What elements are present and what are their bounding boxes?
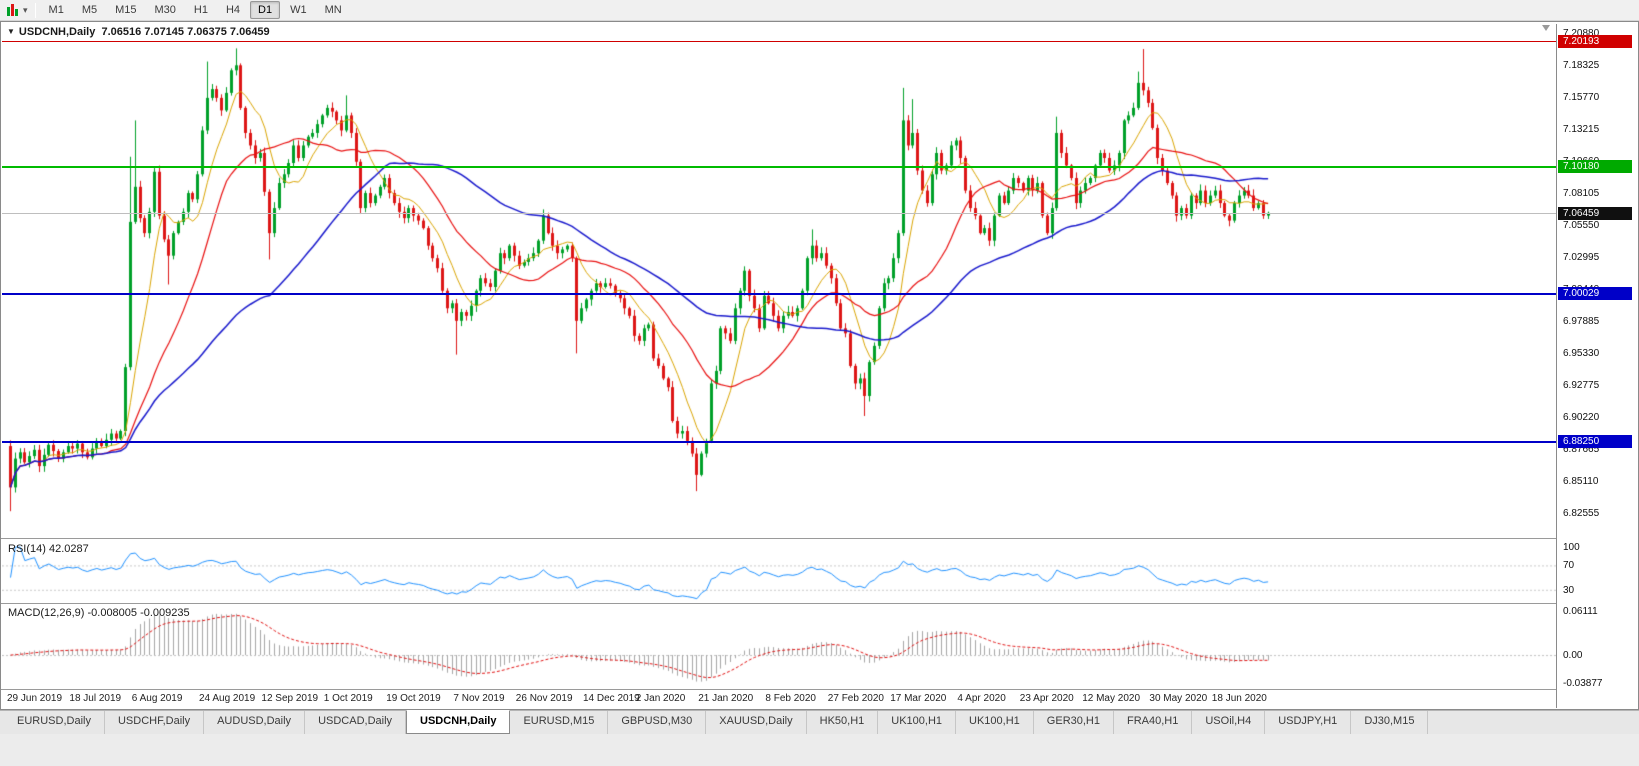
- macd-scale-label: -0.03877: [1563, 678, 1603, 689]
- rsi-scale-label: 30: [1563, 584, 1575, 596]
- chart-tab-uk100-h1[interactable]: UK100,H1: [956, 711, 1034, 734]
- chart-tab-fra40-h1[interactable]: FRA40,H1: [1114, 711, 1193, 734]
- chart-tab-usdcad-daily[interactable]: USDCAD,Daily: [305, 711, 407, 734]
- new-chart-icon[interactable]: [4, 3, 22, 18]
- price-scale-label: 7.02995: [1563, 252, 1600, 263]
- chart-tab-usdchf-daily[interactable]: USDCHF,Daily: [105, 711, 205, 734]
- chart-dropdown-icon[interactable]: ▾: [23, 4, 28, 15]
- chart-tab-ger30-h1[interactable]: GER30,H1: [1034, 711, 1114, 734]
- rsi-scale-label: 100: [1563, 542, 1580, 554]
- price-scale-label: 6.90220: [1563, 412, 1600, 423]
- price-scale[interactable]: 7.208807.183257.157707.132157.106607.081…: [1556, 24, 1638, 708]
- rsi-label: RSI(14): [8, 543, 46, 555]
- chart-title: ▼ USDCNH,Daily 7.06516 7.07145 7.06375 7.…: [7, 26, 270, 38]
- date-label: 19 Oct 2019: [386, 693, 441, 704]
- date-label: 18 Jul 2019: [69, 693, 122, 704]
- price-badge-7.00029: 7.00029: [1558, 287, 1632, 301]
- panel-separator: [1, 689, 1638, 690]
- date-label: 27 Feb 2020: [827, 693, 884, 704]
- chart-tab-hk50-h1[interactable]: HK50,H1: [807, 711, 879, 734]
- chart-tab-xauusd-daily[interactable]: XAUUSD,Daily: [706, 711, 807, 734]
- rsi-value: 42.0287: [48, 543, 89, 555]
- chart-tab-usoil-h4[interactable]: USOil,H4: [1192, 711, 1266, 734]
- panel-separator[interactable]: [1, 603, 1638, 604]
- chart-title-dropdown-icon[interactable]: ▼: [7, 27, 15, 36]
- chart-tab-uk100-h1[interactable]: UK100,H1: [878, 711, 957, 734]
- date-label: 29 Jun 2019: [7, 693, 63, 704]
- date-label: 23 Apr 2020: [1019, 693, 1074, 704]
- date-label: 18 Jun 2020: [1211, 693, 1267, 704]
- chart-shift-marker-icon[interactable]: [1542, 25, 1550, 31]
- chart-symbol-period: USDCNH,Daily: [18, 26, 96, 38]
- timeframe-button-M15[interactable]: M15: [115, 4, 137, 16]
- toolbar: ▾ M1 M5 M15 M30 H1 H4 D1 W1 MN: [0, 0, 1639, 21]
- timeframe-button-H1[interactable]: H1: [193, 4, 208, 16]
- chart-tab-dj30-m15[interactable]: DJ30,M15: [1351, 711, 1429, 734]
- chart-tab-audusd-daily[interactable]: AUDUSD,Daily: [204, 711, 306, 734]
- date-label: 17 Mar 2020: [890, 693, 947, 704]
- toolbar-separator: [34, 2, 36, 18]
- timeframe-button-H4[interactable]: H4: [225, 4, 241, 16]
- chart-icon-bar: [15, 8, 18, 16]
- timeframe-button-M1[interactable]: M1: [48, 4, 64, 16]
- date-label: 26 Nov 2019: [515, 693, 573, 704]
- price-scale-label: 7.15770: [1563, 92, 1600, 103]
- price-scale-label: 6.82555: [1563, 508, 1600, 519]
- macd-scale-label: 0.00: [1563, 650, 1583, 662]
- timeframe-button-W1[interactable]: W1: [290, 4, 307, 16]
- price-scale-label: 7.13215: [1563, 124, 1600, 135]
- price-badge-7.10180: 7.10180: [1558, 160, 1632, 173]
- time-axis[interactable]: 29 Jun 2019 18 Jul 2019 6 Aug 2019 24 Aug 2…: [2, 691, 1556, 707]
- rsi-scale-label: 70: [1563, 560, 1575, 572]
- main-chart-canvas[interactable]: [2, 24, 1556, 538]
- date-label: 1 Oct 2019: [323, 693, 373, 704]
- price-scale-label: 6.92775: [1563, 380, 1600, 391]
- price-badge-7.06459: 7.06459: [1558, 206, 1632, 220]
- macd-values: -0.008005 -0.009235: [87, 607, 190, 619]
- price-scale-label: 7.20880: [1563, 28, 1600, 39]
- timeframe-button-D1[interactable]: D1: [250, 1, 281, 19]
- price-badge-6.88250: 6.88250: [1558, 434, 1632, 448]
- macd-scale-label: 0.06111: [1563, 606, 1598, 617]
- chart-tab-usdcnh-daily[interactable]: USDCNH,Daily: [406, 710, 511, 734]
- price-badge-7.20193: 7.20193: [1558, 34, 1632, 48]
- price-scale-label: 7.18325: [1563, 60, 1600, 71]
- date-label: 7 Nov 2019: [453, 693, 505, 704]
- timeframe-button-MN[interactable]: MN: [324, 4, 342, 16]
- date-label: 24 Aug 2019: [199, 693, 256, 704]
- chart-icon-bar: [11, 3, 14, 16]
- macd-label: MACD(12,26,9): [8, 607, 85, 619]
- date-label: 2 Jan 2020: [635, 693, 686, 704]
- timeframe-group: M1 M5 M15 M30 H1 H4 D1 W1 MN: [40, 1, 351, 19]
- price-scale-label: 6.95330: [1563, 348, 1600, 359]
- chart-tab-eurusd-m15[interactable]: EURUSD,M15: [510, 711, 609, 734]
- macd-indicator-canvas[interactable]: [2, 605, 1556, 689]
- rsi-indicator-canvas[interactable]: [2, 541, 1556, 602]
- date-label: 4 Apr 2020: [957, 693, 1006, 704]
- chart-tab-eurusd-daily[interactable]: EURUSD,Daily: [4, 711, 105, 734]
- macd-title: MACD(12,26,9) -0.008005 -0.009235: [8, 607, 190, 619]
- chart-tab-gbpusd-m30[interactable]: GBPUSD,M30: [608, 711, 707, 734]
- tab-bar: EURUSD,Daily USDCHF,Daily AUDUSD,Daily USDC…: [0, 710, 1639, 734]
- date-label: 12 May 2020: [1082, 693, 1141, 704]
- timeframe-button-M30[interactable]: M30: [154, 4, 176, 16]
- price-scale-label: 6.87665: [1563, 444, 1600, 455]
- panel-separator[interactable]: [1, 538, 1638, 539]
- price-scale-label: 6.97885: [1563, 316, 1600, 327]
- timeframe-button-M5[interactable]: M5: [81, 4, 98, 16]
- price-scale-label: 6.85110: [1563, 476, 1599, 487]
- date-label: 21 Jan 2020: [698, 693, 754, 704]
- date-label: 8 Feb 2020: [765, 693, 816, 704]
- date-label: 12 Sep 2019: [261, 693, 319, 704]
- price-scale-label: 7.08105: [1563, 188, 1600, 199]
- date-label: 6 Aug 2019: [131, 693, 183, 704]
- chart-ohlc-values: 7.06516 7.07145 7.06375 7.06459: [101, 26, 270, 38]
- chart-icon-bar: [7, 6, 10, 16]
- price-scale-label: 7.05550: [1563, 220, 1600, 231]
- date-label: 30 May 2020: [1149, 693, 1208, 704]
- rsi-title: RSI(14) 42.0287: [8, 543, 89, 555]
- date-label: 14 Dec 2019: [583, 693, 640, 704]
- chart-tab-usdjpy-h1[interactable]: USDJPY,H1: [1265, 711, 1352, 734]
